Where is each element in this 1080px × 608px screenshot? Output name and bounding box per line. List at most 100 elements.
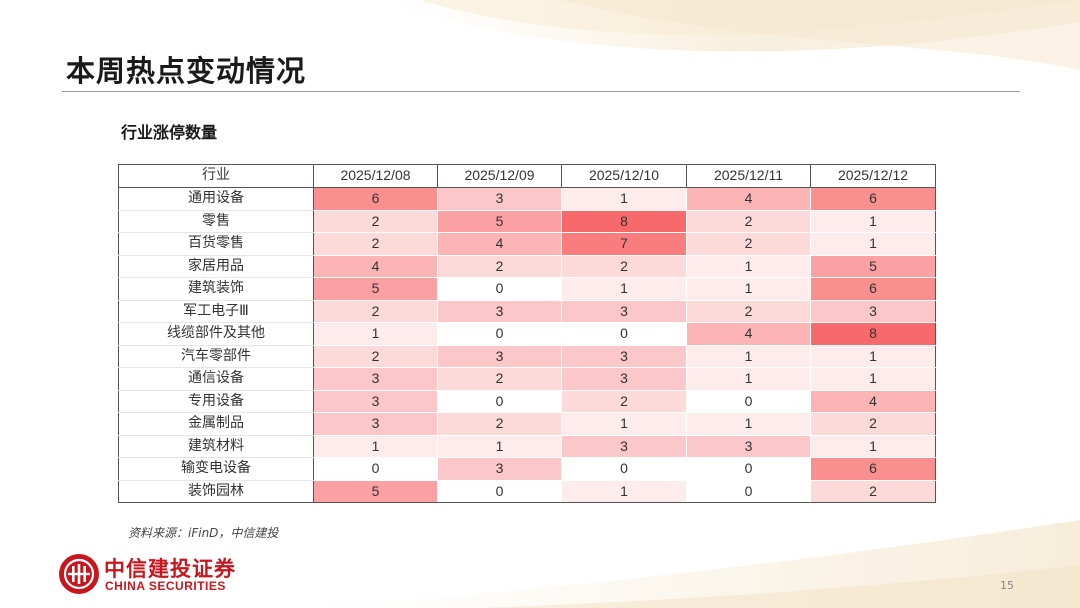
heat-cell: 2 <box>810 479 936 503</box>
heat-cell: 1 <box>561 412 687 436</box>
title-divider <box>62 91 1020 92</box>
table-row: 建筑装饰 5 0 1 1 6 <box>118 277 936 301</box>
heat-cell: 0 <box>686 389 811 413</box>
heat-cell: 3 <box>561 299 687 323</box>
heat-cell: 0 <box>313 457 438 481</box>
heat-cell: 6 <box>810 277 936 301</box>
heat-cell: 1 <box>810 232 936 256</box>
heat-cell: 1 <box>313 322 438 346</box>
heat-cell: 1 <box>810 209 936 233</box>
heat-cell: 1 <box>561 277 687 301</box>
heat-cell: 1 <box>810 367 936 391</box>
row-label: 通用设备 <box>118 187 314 211</box>
page-number: 15 <box>1000 579 1014 592</box>
heat-cell: 1 <box>561 187 687 211</box>
heat-cell: 1 <box>437 434 562 458</box>
heat-cell: 3 <box>437 457 562 481</box>
heat-cell: 2 <box>437 254 562 278</box>
row-label: 建筑装饰 <box>118 277 314 301</box>
header-row: 行业 2025/12/08 2025/12/09 2025/12/10 2025… <box>118 164 936 188</box>
heat-cell: 0 <box>686 457 811 481</box>
page-title: 本周热点变动情况 <box>66 54 307 88</box>
heat-cell: 2 <box>437 367 562 391</box>
source-note: 资料来源：iFinD，中信建投 <box>128 526 279 540</box>
heat-cell: 7 <box>561 232 687 256</box>
chart-title: 行业涨停数量 <box>121 123 218 142</box>
heat-cell: 0 <box>437 479 562 503</box>
heat-cell: 4 <box>437 232 562 256</box>
heat-cell: 2 <box>313 344 438 368</box>
column-header: 2025/12/08 <box>313 164 438 188</box>
heat-cell: 4 <box>810 389 936 413</box>
heat-cell: 1 <box>810 434 936 458</box>
heat-cell: 6 <box>810 187 936 211</box>
heat-cell: 6 <box>810 457 936 481</box>
column-header: 2025/12/09 <box>437 164 562 188</box>
table-row: 汽车零部件 2 3 3 1 1 <box>118 344 936 368</box>
heat-cell: 5 <box>313 479 438 503</box>
heat-cell: 3 <box>437 187 562 211</box>
heat-cell: 4 <box>313 254 438 278</box>
table-row: 线缆部件及其他 1 0 0 4 8 <box>118 322 936 346</box>
table-row: 建筑材料 1 1 3 3 1 <box>118 434 936 458</box>
table-row: 输变电设备 0 3 0 0 6 <box>118 457 936 481</box>
heat-cell: 3 <box>437 344 562 368</box>
china-securities-logo-icon <box>59 554 99 594</box>
heat-cell: 0 <box>561 322 687 346</box>
row-label: 家居用品 <box>118 255 314 278</box>
heat-cell: 5 <box>810 254 936 278</box>
column-header: 2025/12/10 <box>561 164 687 188</box>
heatmap-body: 通用设备 6 3 1 4 6 零售 2 5 8 2 1 百货零售 2 4 7 2 1 家居用品 4 2 2 1 5 建筑装饰 5 0… <box>118 187 936 503</box>
heat-cell: 2 <box>313 299 438 323</box>
heat-cell: 4 <box>686 322 811 346</box>
row-label: 汽车零部件 <box>118 345 314 368</box>
heat-cell: 0 <box>437 322 562 346</box>
table-row: 军工电子Ⅲ 2 3 3 2 3 <box>118 299 936 323</box>
heat-cell: 5 <box>313 277 438 301</box>
heat-cell: 3 <box>437 299 562 323</box>
heat-cell: 1 <box>810 344 936 368</box>
heat-cell: 3 <box>313 389 438 413</box>
heat-cell: 0 <box>561 457 687 481</box>
logo-name-en: CHINA SECURITIES <box>105 579 226 593</box>
row-label: 通信设备 <box>118 367 314 391</box>
heat-cell: 0 <box>437 277 562 301</box>
heat-cell: 0 <box>686 479 811 503</box>
row-label: 百货零售 <box>118 232 314 256</box>
heat-cell: 3 <box>561 344 687 368</box>
heat-cell: 2 <box>561 254 687 278</box>
row-label: 军工电子Ⅲ <box>118 300 314 323</box>
heatmap-table: 行业 2025/12/08 2025/12/09 2025/12/10 2025… <box>118 164 936 503</box>
row-label: 装饰园林 <box>118 480 314 503</box>
heat-cell: 8 <box>561 209 687 233</box>
heat-cell: 3 <box>810 299 936 323</box>
heat-cell: 3 <box>561 367 687 391</box>
heat-cell: 2 <box>437 412 562 436</box>
table-row: 零售 2 5 8 2 1 <box>118 209 936 233</box>
heat-cell: 1 <box>686 367 811 391</box>
table-row: 专用设备 3 0 2 0 4 <box>118 389 936 413</box>
heat-cell: 2 <box>686 299 811 323</box>
heat-cell: 3 <box>561 434 687 458</box>
heat-cell: 1 <box>686 412 811 436</box>
heat-cell: 2 <box>561 389 687 413</box>
heat-cell: 1 <box>686 254 811 278</box>
table-row: 通信设备 3 2 3 1 1 <box>118 367 936 391</box>
heat-cell: 1 <box>313 434 438 458</box>
column-header: 2025/12/11 <box>686 164 811 188</box>
heat-cell: 8 <box>810 322 936 346</box>
heat-cell: 1 <box>686 344 811 368</box>
heat-cell: 2 <box>313 232 438 256</box>
heat-cell: 0 <box>437 389 562 413</box>
heat-cell: 3 <box>686 434 811 458</box>
row-label: 输变电设备 <box>118 457 314 481</box>
heat-cell: 1 <box>686 277 811 301</box>
heat-cell: 2 <box>313 209 438 233</box>
heat-cell: 1 <box>561 479 687 503</box>
table-row: 装饰园林 5 0 1 0 2 <box>118 479 936 503</box>
table-row: 金属制品 3 2 1 1 2 <box>118 412 936 436</box>
row-label: 金属制品 <box>118 412 314 436</box>
column-header: 2025/12/12 <box>810 164 936 188</box>
heat-cell: 2 <box>810 412 936 436</box>
heat-cell: 5 <box>437 209 562 233</box>
